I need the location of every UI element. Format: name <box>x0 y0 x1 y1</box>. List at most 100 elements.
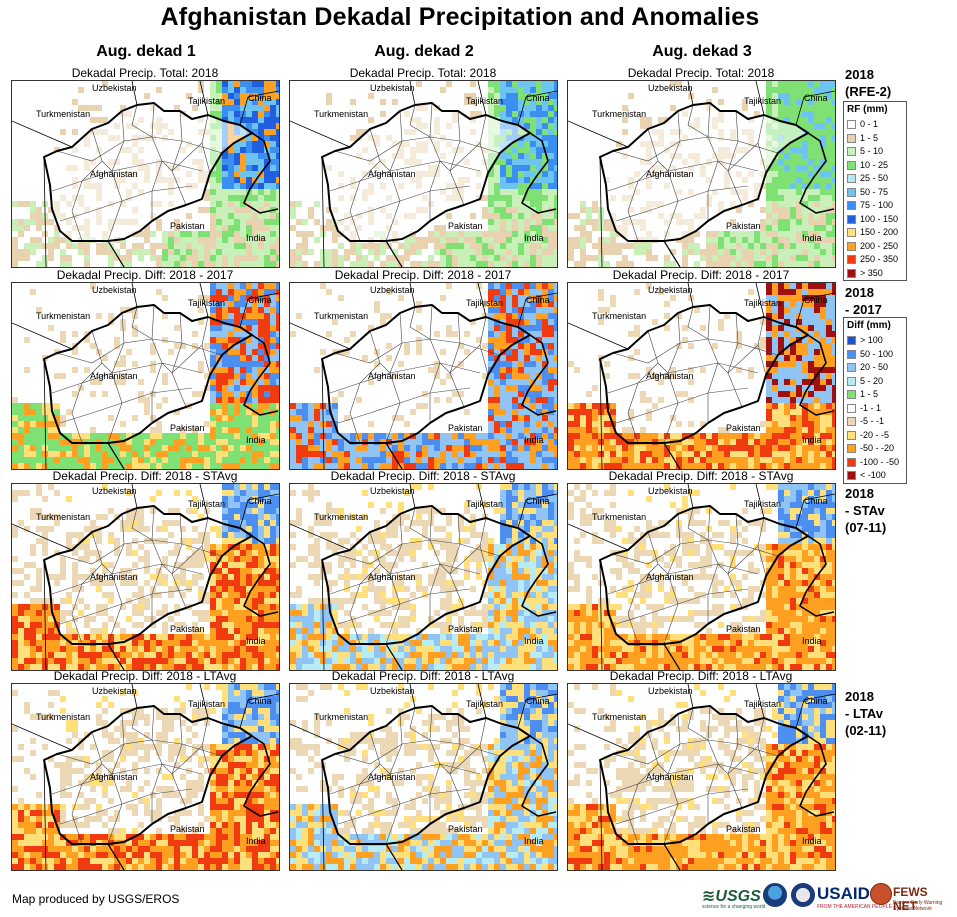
raster-cell <box>802 123 808 129</box>
country-boundary <box>599 358 603 469</box>
raster-cell <box>252 391 258 397</box>
raster-cell <box>604 433 610 439</box>
raster-cell <box>512 301 518 307</box>
raster-cell <box>832 147 835 153</box>
raster-cell <box>482 373 488 379</box>
raster-cell <box>542 343 548 349</box>
raster-cell <box>506 219 512 225</box>
raster-cell <box>302 415 308 421</box>
raster-cell <box>168 433 174 439</box>
raster-cell <box>180 445 186 451</box>
raster-cell <box>246 213 252 219</box>
raster-cell <box>524 343 530 349</box>
raster-cell <box>518 397 524 403</box>
raster-cell <box>772 189 778 195</box>
raster-cell <box>380 445 386 451</box>
raster-cell <box>416 445 422 451</box>
raster-cell <box>554 283 557 289</box>
raster-cell <box>290 415 296 421</box>
raster-cell <box>784 397 790 403</box>
raster-cell <box>494 87 500 93</box>
raster-cell <box>204 255 210 261</box>
raster-cell <box>72 99 78 105</box>
raster-cell <box>796 409 802 415</box>
raster-cell <box>240 598 246 604</box>
raster-cell <box>276 81 279 87</box>
raster-cell <box>18 415 24 421</box>
raster-cell <box>216 325 222 331</box>
raster-cell <box>246 379 252 385</box>
raster-cell <box>796 249 802 255</box>
raster-cell <box>60 445 66 451</box>
raster-cell <box>210 93 216 99</box>
raster-cell <box>36 415 42 421</box>
raster-cell <box>706 261 712 267</box>
raster-cell <box>240 117 246 123</box>
raster-cell <box>222 165 228 171</box>
raster-cell <box>246 610 252 616</box>
raster-cell <box>252 373 258 379</box>
raster-cell <box>512 207 518 213</box>
raster-cell <box>784 255 790 261</box>
raster-cell <box>270 111 276 117</box>
raster-cell <box>162 337 168 343</box>
raster-cell <box>500 403 506 409</box>
raster-cell <box>820 213 826 219</box>
raster-cell <box>186 538 192 544</box>
raster-cell <box>482 261 488 267</box>
raster-cell <box>246 337 252 343</box>
raster-cell <box>222 490 228 496</box>
raster-cell <box>90 616 96 622</box>
raster-cell <box>276 538 279 544</box>
raster-cell <box>296 261 302 267</box>
raster-cell <box>216 111 222 117</box>
raster-cell <box>156 445 162 451</box>
raster-cell <box>258 81 264 87</box>
raster-cell <box>802 361 808 367</box>
raster-cell <box>120 445 126 451</box>
raster-cell <box>246 484 252 490</box>
raster-cell <box>216 550 222 556</box>
raster-cell <box>72 586 78 592</box>
raster-cell <box>210 255 216 261</box>
raster-cell <box>494 337 500 343</box>
raster-cell <box>36 514 42 520</box>
raster-cell <box>536 261 542 267</box>
raster-cell <box>760 207 766 213</box>
raster-cell <box>452 237 458 243</box>
raster-cell <box>102 568 108 574</box>
raster-cell <box>326 439 332 445</box>
raster-cell <box>84 433 90 439</box>
raster-cell <box>542 243 548 249</box>
raster-cell <box>264 177 270 183</box>
raster-cell <box>36 580 42 586</box>
raster-cell <box>210 283 216 289</box>
raster-cell <box>308 207 314 213</box>
raster-cell <box>586 219 592 225</box>
raster-cell <box>240 283 246 289</box>
raster-cell <box>150 538 156 544</box>
raster-cell <box>84 457 90 463</box>
raster-cell <box>730 457 736 463</box>
raster-cell <box>766 451 772 457</box>
raster-cell <box>440 349 446 355</box>
raster-cell <box>646 457 652 463</box>
raster-cell <box>150 243 156 249</box>
raster-cell <box>530 319 536 325</box>
raster-cell <box>120 355 126 361</box>
raster-cell <box>222 207 228 213</box>
raster-cell <box>132 622 138 628</box>
raster-cell <box>234 409 240 415</box>
raster-cell <box>568 361 574 367</box>
raster-cell <box>422 433 428 439</box>
raster-cell <box>506 373 512 379</box>
raster-cell <box>90 117 96 123</box>
raster-cell <box>216 640 222 646</box>
raster-cell <box>542 331 548 337</box>
raster-cell <box>264 433 270 439</box>
raster-cell <box>398 463 404 469</box>
raster-cell <box>240 550 246 556</box>
raster-cell <box>628 427 634 433</box>
raster-cell <box>246 622 252 628</box>
raster-cell <box>222 445 228 451</box>
